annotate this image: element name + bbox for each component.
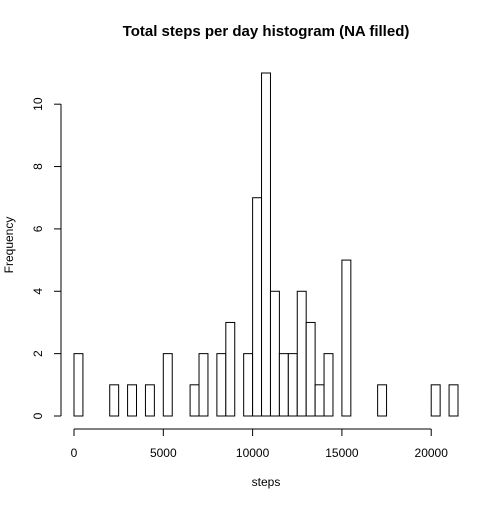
histogram-bar	[341, 259, 352, 417]
bars-group	[73, 72, 459, 417]
histogram-bar	[269, 290, 280, 417]
histogram-bar	[162, 353, 173, 417]
y-tick-label: 4	[31, 288, 45, 295]
histogram-bar	[287, 353, 298, 417]
histogram-bar	[127, 384, 138, 417]
histogram-bar	[430, 384, 441, 417]
x-axis-label: steps	[252, 475, 281, 489]
y-axis: 0 2 4 6 8 10	[31, 97, 62, 419]
histogram-bar	[296, 290, 307, 417]
chart-title: Total steps per day histogram (NA filled…	[123, 23, 410, 40]
y-tick-label: 0	[31, 412, 45, 419]
histogram-bar	[377, 384, 388, 417]
x-tick-label: 5000	[150, 446, 177, 460]
x-tick-label: 20000	[415, 446, 449, 460]
x-axis: 0 5000 10000 15000 20000	[71, 428, 449, 460]
y-tick-label: 8	[31, 163, 45, 170]
histogram-bar	[216, 353, 227, 417]
y-tick-label: 10	[31, 97, 45, 111]
histogram-bar	[189, 384, 200, 417]
histogram-bar	[305, 321, 316, 417]
histogram-bar	[278, 353, 289, 417]
histogram-bar	[109, 384, 120, 417]
histogram-bar	[448, 384, 459, 417]
histogram-bar	[252, 197, 263, 417]
histogram-bar	[144, 384, 155, 417]
histogram-bar	[243, 353, 254, 417]
x-tick-label: 10000	[236, 446, 270, 460]
histogram-bar	[323, 353, 334, 417]
histogram-bar	[73, 353, 84, 417]
y-tick-label: 6	[31, 225, 45, 232]
histogram-bar	[314, 384, 325, 417]
histogram-bar	[225, 321, 236, 417]
y-axis-label: Frequency	[2, 217, 16, 274]
x-tick-label: 15000	[325, 446, 359, 460]
x-tick-label: 0	[71, 446, 78, 460]
histogram-bar	[261, 72, 271, 417]
histogram-bar	[198, 353, 209, 417]
y-tick-label: 2	[31, 350, 45, 357]
